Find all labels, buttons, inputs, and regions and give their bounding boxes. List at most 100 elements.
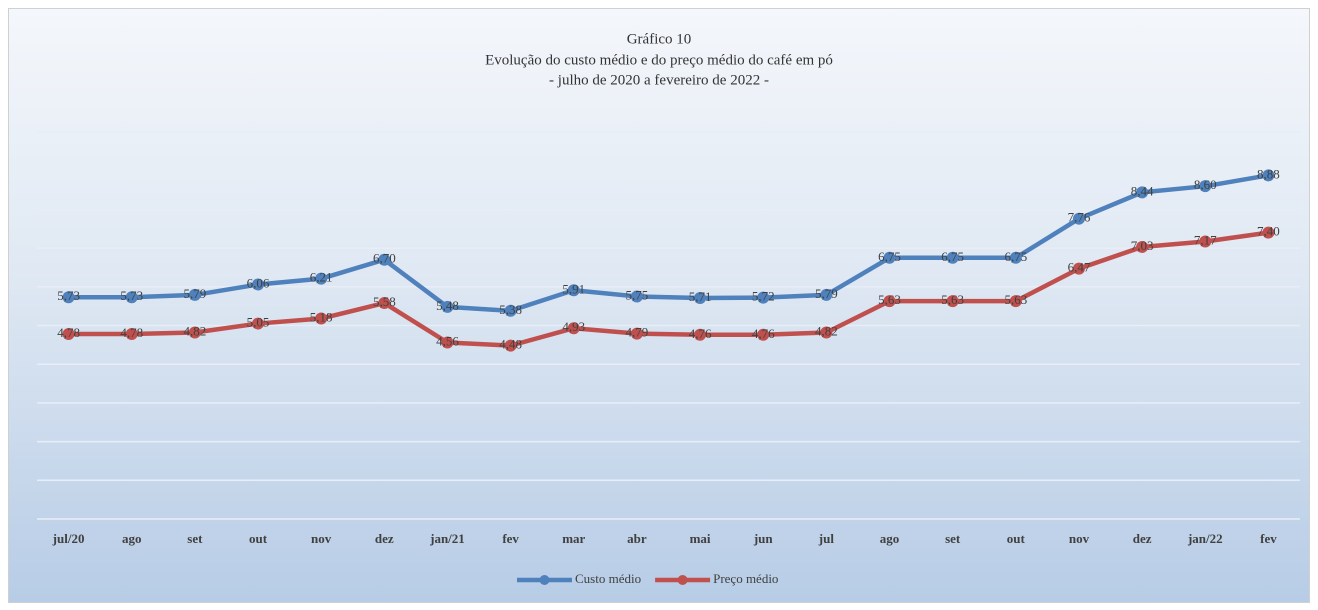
data-point [1262, 226, 1275, 239]
data-point [315, 312, 328, 325]
data-label: 6,75 [941, 249, 964, 264]
legend-marker [677, 575, 688, 585]
x-tick-label: out [1007, 531, 1026, 546]
data-label: 7,03 [1131, 238, 1154, 253]
x-tick-label: set [945, 531, 961, 546]
data-label: 5,73 [57, 288, 80, 303]
legend-marker [539, 575, 550, 585]
data-point [820, 326, 833, 339]
data-point [378, 253, 391, 266]
data-label: 5,73 [120, 288, 143, 303]
data-label: 4,93 [562, 319, 585, 334]
data-point [630, 327, 643, 340]
data-point [441, 336, 454, 349]
data-point [757, 328, 770, 341]
series-line [68, 173, 1269, 314]
data-point [883, 251, 896, 264]
data-point [883, 295, 896, 308]
data-label: 5,72 [752, 289, 775, 304]
x-tick-label: nov [1069, 531, 1090, 546]
data-point [188, 326, 201, 339]
data-label: 6,06 [247, 275, 270, 290]
data-label: 5,05 [247, 315, 270, 330]
x-tick-label: abr [627, 531, 647, 546]
x-tick-label: dez [375, 531, 394, 546]
legend-label: Preço médio [713, 571, 778, 586]
data-point [1262, 169, 1275, 182]
data-label: 4,82 [815, 323, 838, 338]
data-point [504, 339, 517, 352]
data-label: 5,18 [310, 310, 333, 325]
data-label: 5,75 [626, 287, 649, 302]
data-point [252, 317, 265, 330]
data-point [946, 251, 959, 264]
data-label: 7,40 [1257, 224, 1280, 239]
data-label: 7,76 [1068, 210, 1091, 225]
chart-title: Gráfico 10 [627, 31, 692, 47]
chart-subtitle: - julho de 2020 a fevereiro de 2022 - [549, 72, 769, 88]
data-point [125, 291, 138, 304]
data-point [378, 297, 391, 310]
data-label: 5,63 [1004, 292, 1027, 307]
data-label: 6,21 [310, 270, 333, 285]
x-tick-label: ago [122, 531, 142, 546]
data-label: 7,17 [1194, 233, 1217, 248]
data-point [504, 304, 517, 317]
data-label: 8,88 [1257, 166, 1280, 181]
data-label: 5,63 [941, 292, 964, 307]
data-point [820, 288, 833, 301]
data-label: 5,71 [689, 289, 712, 304]
data-label: 6,47 [1068, 260, 1091, 275]
data-label: 5,38 [499, 302, 522, 317]
data-label: 4,48 [499, 337, 522, 352]
data-point [1009, 251, 1022, 264]
data-label: 8,44 [1131, 183, 1154, 198]
data-label: 4,78 [120, 325, 143, 340]
x-tick-label: mar [562, 531, 585, 546]
x-tick-label: ago [880, 531, 900, 546]
data-label: 4,82 [184, 323, 207, 338]
x-tick-label: jul/20 [52, 531, 85, 546]
data-point [567, 284, 580, 297]
data-point [441, 300, 454, 313]
data-label: 6,75 [1004, 249, 1027, 264]
data-point [567, 322, 580, 335]
data-point [757, 291, 770, 304]
data-point [1199, 180, 1212, 193]
data-point [62, 328, 75, 341]
data-point [694, 292, 707, 305]
x-tick-label: mai [690, 531, 711, 546]
x-tick-label: fev [502, 531, 519, 546]
data-label: 5,63 [878, 292, 901, 307]
data-label: 5,58 [373, 294, 396, 309]
x-tick-label: nov [311, 531, 332, 546]
data-label: 6,75 [878, 249, 901, 264]
x-tick-label: set [187, 531, 203, 546]
data-label: 4,76 [752, 326, 775, 341]
data-point [1009, 295, 1022, 308]
legend-label: Custo médio [575, 571, 641, 586]
data-label: 5,91 [562, 281, 585, 296]
data-point [694, 328, 707, 341]
x-tick-label: jul [818, 531, 835, 546]
data-label: 4,79 [626, 325, 649, 340]
data-label: 4,78 [57, 325, 80, 340]
chart-area [8, 8, 1310, 603]
data-label: 4,56 [436, 334, 459, 349]
data-point [315, 272, 328, 285]
data-point [188, 288, 201, 301]
x-tick-label: dez [1133, 531, 1152, 546]
data-point [630, 290, 643, 303]
data-point [1136, 186, 1149, 199]
data-label: 6,70 [373, 251, 396, 266]
data-point [1136, 240, 1149, 253]
data-point [125, 328, 138, 341]
chart-subtitle: Evolução do custo médio e do preço médio… [485, 52, 833, 68]
x-tick-label: out [249, 531, 268, 546]
data-label: 5,79 [815, 286, 838, 301]
data-label: 5,48 [436, 298, 459, 313]
data-point [252, 278, 265, 291]
data-point [1072, 212, 1085, 225]
data-label: 8,60 [1194, 177, 1217, 192]
